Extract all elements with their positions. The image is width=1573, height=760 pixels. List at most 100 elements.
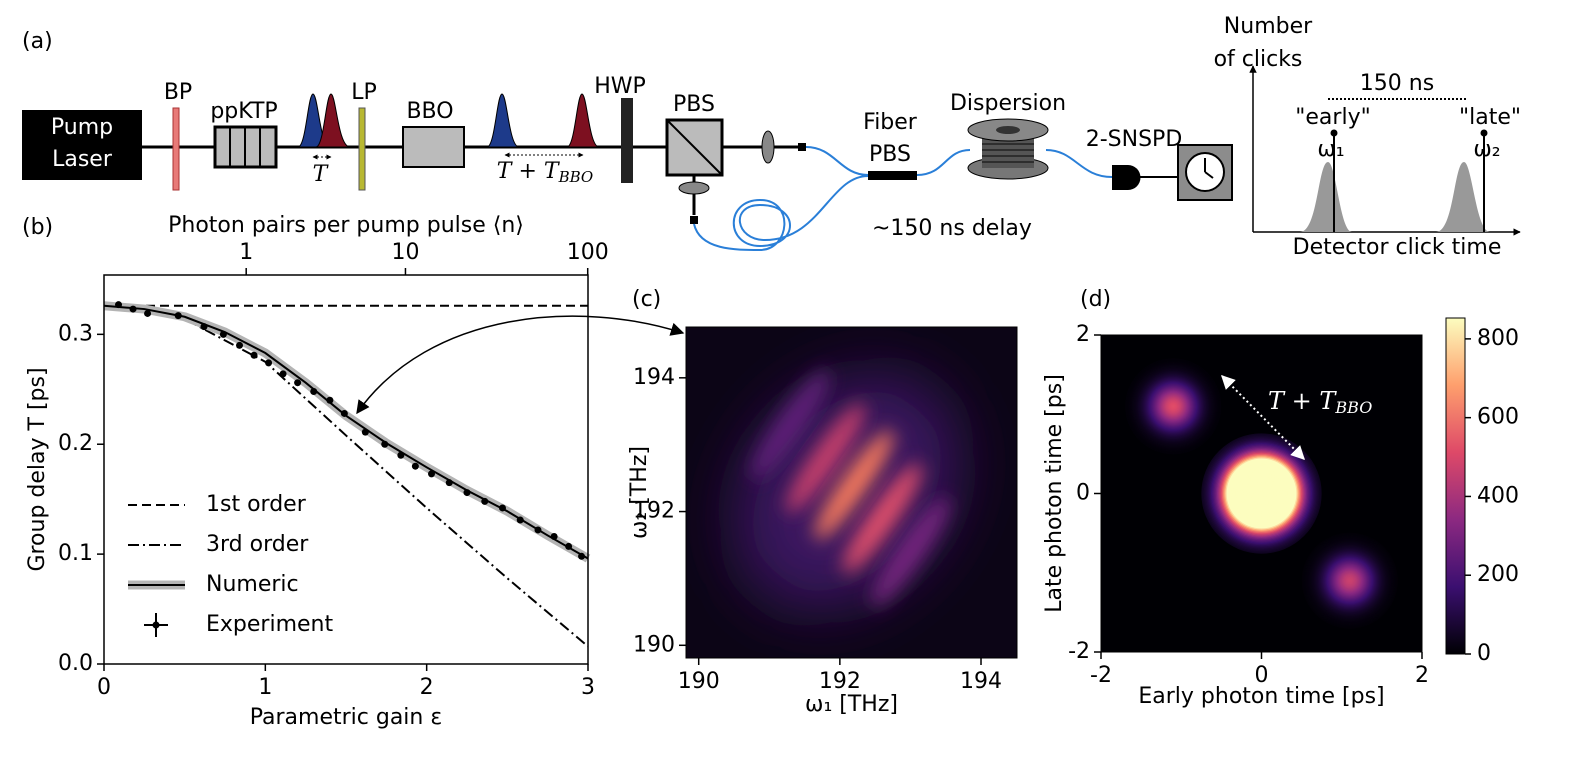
pulse xyxy=(566,93,600,148)
detector xyxy=(1112,165,1141,190)
data-point xyxy=(381,440,389,448)
fringe xyxy=(751,370,830,480)
fringe xyxy=(842,463,922,573)
data-point xyxy=(250,351,258,359)
x-tick-label: -2 xyxy=(1090,663,1112,688)
delay-label: T xyxy=(313,162,330,187)
bbo-crystal xyxy=(402,126,465,168)
colorbar xyxy=(1445,317,1466,655)
data-point xyxy=(534,526,542,534)
text-part: T + T xyxy=(497,159,561,184)
spot-ring xyxy=(1260,492,1263,495)
map-image xyxy=(1125,358,1398,629)
timing-sketch: Number of clicks 150 ns "early" ω₁ "late… xyxy=(1214,14,1521,260)
pulse xyxy=(486,93,520,148)
y-tick-label: 190 xyxy=(633,632,675,657)
late-freq: ω₂ xyxy=(1473,137,1500,162)
y-axis-label: ω₂ [THz] xyxy=(627,446,652,539)
x-tick-label: 2 xyxy=(1415,663,1429,688)
y-tick-label: 0.3 xyxy=(58,321,93,346)
x2-tick-label: 10 xyxy=(391,240,419,265)
x-tick-label: 0 xyxy=(1255,663,1269,688)
data-point xyxy=(428,470,436,478)
delay-total-label: T + TBBO xyxy=(497,159,593,186)
y-tick-label: 192 xyxy=(633,499,675,524)
dispersion-label: Dispersion xyxy=(950,91,1066,116)
late-label: "late" xyxy=(1459,105,1521,130)
x2-tick-label: 1 xyxy=(239,240,253,265)
annotation: T + TBBO xyxy=(1268,387,1372,417)
panel-label: (d) xyxy=(1080,287,1111,312)
lens xyxy=(761,130,775,164)
data-point xyxy=(445,479,453,487)
spool xyxy=(967,118,1049,180)
spot xyxy=(1301,532,1398,629)
hwp-label: HWP xyxy=(594,74,646,99)
legend-marker xyxy=(152,621,160,629)
ppktp-label: ppKTP xyxy=(210,99,277,124)
fiber-pbs-label: Fiber xyxy=(863,110,918,135)
data-point xyxy=(219,330,227,338)
data-point xyxy=(144,309,152,317)
early-freq: ω₁ xyxy=(1317,137,1344,162)
bp-filter xyxy=(172,107,180,191)
clock-hands xyxy=(1204,158,1214,179)
text-sub: BBO xyxy=(1334,398,1372,417)
x-tick-label: 0 xyxy=(97,675,111,700)
marker-dot xyxy=(1480,129,1488,137)
y-tick-label: 0.0 xyxy=(58,651,93,676)
legend-label: 3rd order xyxy=(206,532,309,557)
fringe xyxy=(871,497,950,607)
pbs-label: PBS xyxy=(673,92,715,117)
data-point xyxy=(498,504,506,512)
x-tick-label: 2 xyxy=(420,675,434,700)
data-point xyxy=(411,462,419,470)
legend-label: 1st order xyxy=(206,492,307,517)
bp-label: BP xyxy=(164,80,192,105)
axis-label: of clicks xyxy=(1214,47,1303,72)
text-part: T + T xyxy=(1268,387,1337,415)
fringe xyxy=(786,403,866,513)
data-point xyxy=(481,497,489,505)
legend-label: Numeric xyxy=(206,572,299,597)
lp-label: LP xyxy=(351,80,377,105)
detector-label: 2-SNSPD xyxy=(1086,127,1183,152)
data-point xyxy=(340,409,348,417)
spot xyxy=(1125,358,1222,455)
peak xyxy=(1300,162,1352,232)
data-point xyxy=(279,370,287,378)
y-axis-label: Late photon time [ps] xyxy=(1042,374,1067,613)
curve xyxy=(103,304,589,648)
marker-dot xyxy=(1330,129,1338,137)
x-axis-label: Parametric gain ε xyxy=(250,705,443,730)
data-point xyxy=(310,387,318,395)
spot-ring xyxy=(1172,405,1175,408)
map-image xyxy=(733,370,961,611)
panel-label: (a) xyxy=(22,29,53,54)
y-tick-label: 0.2 xyxy=(58,431,93,456)
data-point xyxy=(578,552,586,560)
y-tick-label: 194 xyxy=(633,365,675,390)
setup: Pump Laser BP ppKTP T LP BBO T + TBBO HW… xyxy=(22,74,1233,252)
colorbar-tick-label: 400 xyxy=(1477,483,1519,508)
colorbar-tick-label: 600 xyxy=(1477,405,1519,430)
pbs-diagonal xyxy=(666,119,723,176)
pump-label: Pump xyxy=(51,115,113,140)
pulse xyxy=(315,93,351,148)
colorbar-tick-label: 0 xyxy=(1477,641,1491,666)
data-point xyxy=(326,396,334,404)
fiber-pbs xyxy=(868,171,917,180)
data-point xyxy=(115,301,123,309)
bbo-label: BBO xyxy=(406,99,453,124)
plot-frame xyxy=(103,274,589,665)
data-point xyxy=(174,312,182,320)
x2-tick-label: 100 xyxy=(567,240,609,265)
data-point xyxy=(265,359,273,367)
fiber xyxy=(693,146,1113,252)
data-point xyxy=(294,379,302,387)
x-axis-label: ω₁ [THz] xyxy=(805,692,898,717)
colorbar-tick-label: 200 xyxy=(1477,562,1519,587)
y-tick-label: 2 xyxy=(1076,322,1090,347)
x-tick-label: 192 xyxy=(819,669,861,694)
x-tick-label: 1 xyxy=(258,675,272,700)
